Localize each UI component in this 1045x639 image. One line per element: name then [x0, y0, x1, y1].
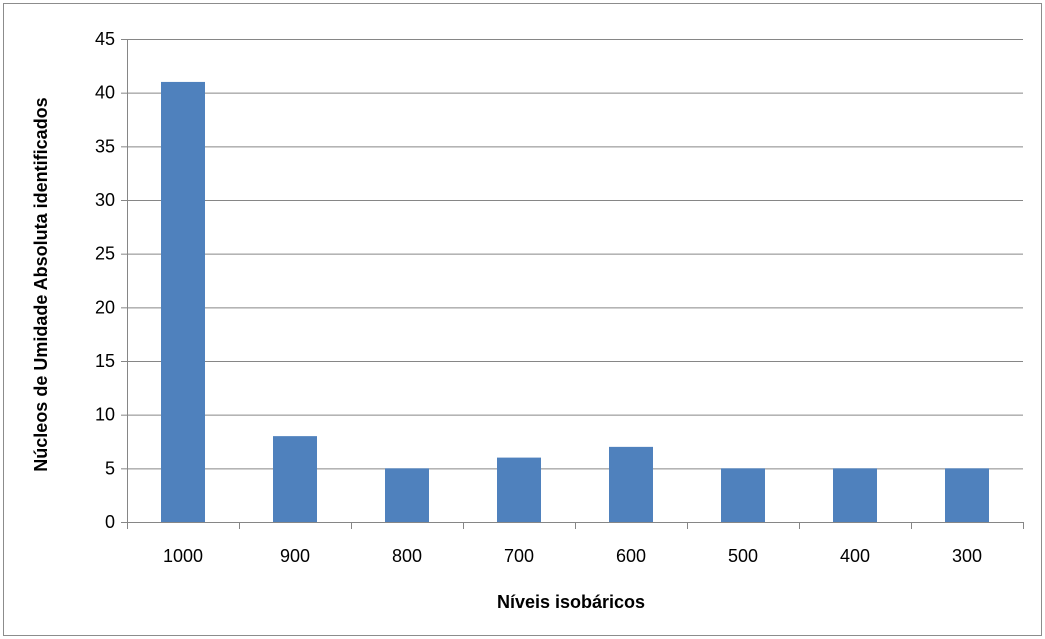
x-tick-label: 300: [952, 546, 982, 566]
bar-1000: [161, 81, 205, 522]
y-axis-title: Núcleos de Umidade Absoluta identificado…: [31, 97, 51, 471]
bar-chart: 0 5 10 15 20 25 30 35 40 45 1000 900 800 700 600 500 40…: [31, 29, 1024, 612]
x-tick-label: 900: [280, 546, 310, 566]
y-tick-label: 30: [95, 190, 115, 210]
bar-700: [497, 457, 541, 522]
axes: [121, 39, 1024, 529]
x-tick-label: 800: [392, 546, 422, 566]
x-tick-label: 700: [504, 546, 534, 566]
x-tick-label: 500: [728, 546, 758, 566]
y-tick-label: 20: [95, 297, 115, 317]
bar-300: [945, 468, 989, 522]
x-tick-label: 400: [840, 546, 870, 566]
chart-frame: 0 5 10 15 20 25 30 35 40 45 1000 900 800 700 600 500 40…: [3, 3, 1042, 636]
y-tick-label: 15: [95, 351, 115, 371]
y-tick-label: 35: [95, 136, 115, 156]
bar-600: [609, 446, 653, 522]
y-tick-labels: 0 5 10 15 20 25 30 35 40 45: [95, 29, 115, 532]
bar-800: [385, 468, 429, 522]
y-tick-label: 45: [95, 29, 115, 49]
x-tick-label: 600: [616, 546, 646, 566]
bar-400: [833, 468, 877, 522]
y-tick-label: 40: [95, 83, 115, 103]
y-tick-label: 0: [105, 512, 115, 532]
y-tick-label: 5: [105, 458, 115, 478]
bar-500: [721, 468, 765, 522]
bar-900: [273, 436, 317, 522]
gridlines: [127, 39, 1023, 470]
y-tick-label: 10: [95, 405, 115, 425]
x-tick-labels: 1000 900 800 700 600 500 400 300: [163, 546, 982, 566]
y-tick-label: 25: [95, 244, 115, 264]
x-tick-label: 1000: [163, 546, 203, 566]
bars: [161, 81, 989, 522]
x-axis-title: Níveis isobáricos: [497, 592, 645, 612]
